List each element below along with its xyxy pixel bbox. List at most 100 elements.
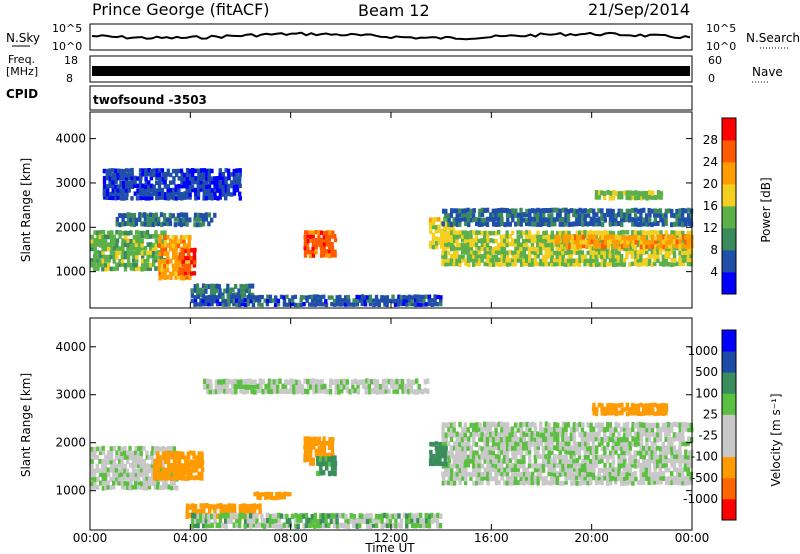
heatmap-cell: [494, 422, 499, 428]
heatmap-cell: [205, 188, 209, 193]
heatmap-cell: [533, 216, 538, 222]
heatmap-cell: [118, 262, 122, 267]
heatmap-cell: [306, 378, 310, 385]
heatmap-cell: [653, 242, 657, 248]
heatmap-cell: [449, 480, 454, 486]
heatmap-cell: [210, 217, 214, 223]
heatmap-cell: [678, 450, 682, 456]
heatmap-cell: [163, 171, 167, 177]
heatmap-cell: [137, 468, 141, 474]
heatmap-cell: [311, 246, 315, 251]
heatmap-cell: [505, 436, 509, 442]
heatmap-cell: [565, 234, 569, 240]
heatmap-cell: [647, 221, 651, 227]
heatmap-cell: [608, 454, 613, 460]
heatmap-cell: [196, 522, 200, 529]
heatmap-cell: [474, 459, 479, 465]
heatmap-cell: [458, 212, 463, 218]
heatmap-cell: [567, 441, 571, 447]
heatmap-cell: [528, 426, 532, 433]
heatmap-cell: [313, 512, 317, 519]
heatmap-cell: [338, 298, 342, 303]
heatmap-cell: [273, 302, 278, 307]
heatmap-cell: [486, 446, 490, 451]
heatmap-cell: [508, 441, 512, 447]
heatmap-cell: [121, 221, 125, 227]
heatmap-cell: [256, 495, 260, 500]
heatmap-cell: [617, 445, 621, 451]
heatmap-cell: [172, 451, 176, 457]
heatmap-cell: [558, 208, 562, 214]
heatmap-cell: [396, 298, 401, 303]
heatmap-cell: [205, 168, 209, 174]
heatmap-cell: [126, 476, 130, 481]
heatmap-cell: [304, 388, 308, 395]
heatmap-cell: [675, 208, 679, 214]
heatmap-cell: [177, 262, 181, 268]
heatmap-cell: [511, 472, 515, 478]
heatmap-cell: [480, 242, 485, 247]
heatmap-cell: [202, 175, 206, 181]
heatmap-cell: [155, 484, 160, 490]
heatmap-cell: [673, 475, 677, 481]
heatmap-cell: [617, 221, 621, 226]
heatmap-cell: [132, 262, 136, 268]
heatmap-cell: [628, 190, 633, 196]
heatmap-cell: [152, 234, 156, 239]
heatmap-cell: [245, 283, 249, 289]
heatmap-cell: [642, 190, 646, 196]
heatmap-cell: [528, 262, 532, 267]
heatmap-cell: [597, 262, 601, 267]
heatmap-cell: [364, 384, 368, 390]
heatmap-cell: [480, 254, 485, 259]
heatmap-cell: [304, 513, 309, 519]
heatmap-cell: [647, 407, 651, 412]
heatmap-cell: [224, 512, 228, 519]
heatmap-cell: [678, 441, 683, 447]
heatmap-cell: [505, 475, 510, 481]
heatmap-cell: [508, 249, 512, 255]
heatmap-cell: [385, 522, 390, 529]
heatmap-cell: [222, 383, 227, 389]
heatmap-cell: [193, 284, 197, 290]
heatmap-cell: [316, 470, 320, 477]
heatmap-cell: [158, 475, 163, 481]
heatmap-cell: [428, 461, 433, 467]
heatmap-cell: [650, 249, 655, 255]
heatmap-cell: [614, 191, 619, 196]
heatmap-cell: [104, 476, 108, 481]
heatmap-cell: [109, 459, 113, 465]
heatmap-cell: [633, 453, 637, 459]
heatmap-cell: [689, 475, 693, 481]
heatmap-cell: [592, 463, 596, 469]
heatmap-cell: [171, 187, 176, 193]
heatmap-cell: [307, 522, 312, 529]
heatmap-cell: [321, 513, 325, 519]
heatmap-cell: [606, 436, 610, 442]
heatmap-cell: [611, 471, 615, 477]
heatmap-cell: [277, 512, 281, 519]
heatmap-cell: [423, 379, 428, 385]
heatmap-cell: [218, 180, 222, 185]
heatmap-cell: [329, 378, 333, 384]
heatmap-cell: [455, 238, 459, 244]
heatmap-cell: [185, 172, 189, 177]
heatmap-cell: [667, 441, 671, 447]
heatmap-cell: [577, 475, 582, 481]
heatmap-cell: [675, 212, 679, 218]
heatmap-cell: [190, 248, 194, 253]
heatmap-cell: [491, 442, 496, 447]
heatmap-cell: [558, 467, 563, 473]
heatmap-cell: [250, 379, 254, 385]
heatmap-cell: [541, 445, 545, 451]
heatmap-cell: [489, 421, 493, 428]
heatmap-cell: [544, 462, 549, 468]
heatmap-cell: [151, 243, 155, 248]
heatmap-cell: [631, 235, 636, 241]
heatmap-cell: [112, 259, 116, 264]
heatmap-cell: [447, 458, 451, 463]
heatmap-cell: [678, 475, 682, 481]
heatmap-cell: [447, 234, 451, 240]
heatmap-cell: [466, 462, 471, 468]
heatmap-cell: [161, 180, 165, 185]
